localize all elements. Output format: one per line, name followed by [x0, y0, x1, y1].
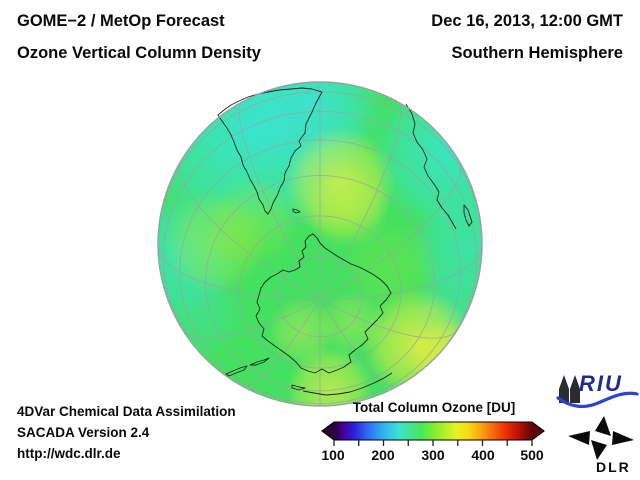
riu-wave-icon — [556, 391, 639, 409]
coastline-falkland-islands — [292, 208, 301, 214]
colorbar-gradient-bar — [334, 422, 532, 440]
riu-logo-text: RIU — [579, 371, 623, 396]
graticule — [158, 82, 482, 406]
header-product-subtitle: Ozone Vertical Column Density — [17, 44, 261, 62]
colorbar-tick-label-400: 400 — [471, 447, 495, 463]
header-product-title: GOME−2 / MetOp Forecast — [17, 12, 225, 30]
header-timestamp: Dec 16, 2013, 12:00 GMT — [431, 12, 623, 30]
coastline-madagascar — [463, 204, 473, 227]
cathedral-icon — [559, 375, 580, 403]
coastline-australia-south — [302, 372, 393, 396]
coastline-new-zealand-south — [225, 365, 248, 377]
colorbar-tick-label-200: 200 — [371, 447, 395, 463]
coastline-africa — [405, 103, 457, 230]
colorbar — [321, 421, 545, 446]
footer-url: http://wdc.dlr.de — [17, 446, 121, 461]
colorbar-ticks — [333, 440, 533, 446]
footer-method: 4DVar Chemical Data Assimilation — [17, 404, 236, 419]
colorbar-tick-label-300: 300 — [421, 447, 445, 463]
colorbar-tick-label-500: 500 — [520, 447, 544, 463]
coastline-antarctica — [255, 233, 392, 374]
colorbar-title: Total Column Ozone [DU] — [352, 400, 516, 415]
footer-version: SACADA Version 2.4 — [17, 425, 150, 440]
colorbar-arrow-left — [322, 422, 334, 440]
coastline-south-america — [217, 87, 323, 215]
dlr-emblem-icon — [568, 416, 634, 460]
colorbar-tick-label-100: 100 — [321, 447, 345, 463]
coastline-tasmania — [291, 384, 306, 391]
coastline-new-zealand-north — [249, 357, 270, 366]
globe-limb — [157, 81, 483, 407]
coastlines — [217, 87, 473, 396]
dlr-logo-text: DLR — [596, 459, 631, 475]
riu-logo — [556, 375, 639, 409]
header-region: Southern Hemisphere — [451, 44, 623, 62]
colorbar-arrow-right — [532, 422, 544, 440]
